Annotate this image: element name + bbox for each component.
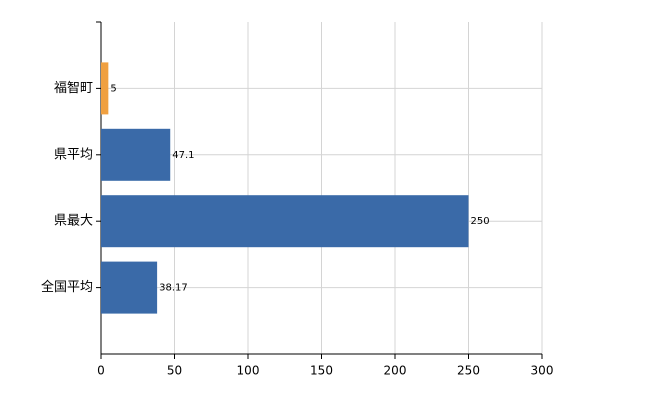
- x-tick-label: 300: [531, 364, 554, 378]
- y-tick-label: 福智町: [54, 81, 93, 96]
- x-tick-label: 50: [167, 364, 182, 378]
- value-label: 5: [110, 83, 116, 94]
- x-tick-label: 150: [310, 364, 333, 378]
- y-tick-label: 県平均: [54, 147, 93, 162]
- x-tick-label: 250: [457, 364, 480, 378]
- value-label: 250: [471, 216, 490, 227]
- bar: [101, 195, 469, 248]
- bar: [101, 62, 109, 115]
- x-tick-label: 100: [237, 364, 260, 378]
- x-tick-label: 0: [97, 364, 105, 378]
- bar: [101, 261, 158, 314]
- value-label: 38.17: [159, 283, 188, 294]
- bar: [101, 128, 171, 181]
- value-label: 47.1: [172, 150, 194, 161]
- x-tick-label: 200: [384, 364, 407, 378]
- y-tick-label: 全国平均: [41, 279, 93, 295]
- y-tick-label: 県最大: [54, 214, 93, 229]
